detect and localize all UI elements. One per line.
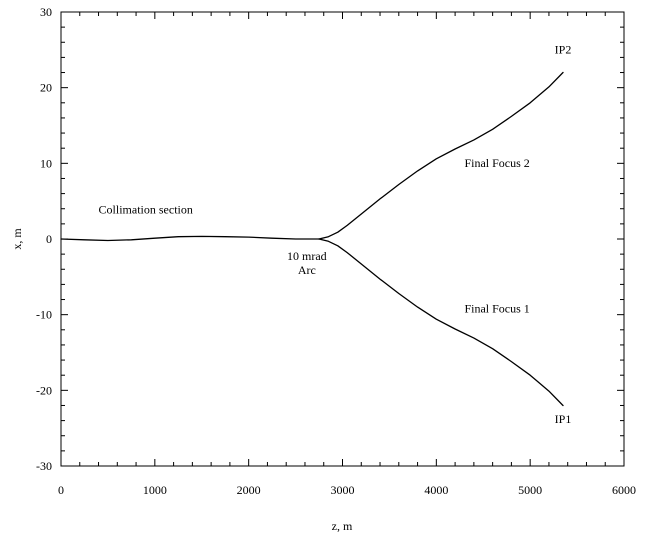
series-group: [60, 71, 564, 407]
y-tick-label: 0: [46, 232, 52, 246]
annotation-label: Arc: [298, 263, 316, 277]
x-tick-label: 0: [58, 483, 64, 497]
y-tick-label: -30: [36, 459, 52, 473]
x-tick-label: 1000: [143, 483, 167, 497]
x-tick-label: 4000: [424, 483, 448, 497]
y-tick-label: 10: [40, 156, 52, 170]
annotation-label: IP1: [555, 412, 572, 426]
y-tick-label: 30: [40, 5, 52, 19]
x-tick-label: 2000: [237, 483, 261, 497]
tick-marks: [60, 11, 625, 467]
annotation-label: 10 mrad: [287, 249, 327, 263]
y-axis-label: x, m: [10, 228, 24, 250]
annotation-label: Final Focus 1: [464, 301, 529, 315]
x-tick-label: 5000: [518, 483, 542, 497]
y-tick-label: 20: [40, 81, 52, 95]
annotation-label: Final Focus 2: [464, 156, 529, 170]
x-axis-label: z, m: [332, 519, 353, 533]
series-line-2: [318, 71, 564, 240]
series-line-1: [60, 235, 320, 242]
y-tick-label: -10: [36, 308, 52, 322]
tick-labels: 0 1000 2000 3000 4000 5000 6000 -30 -20 -10 0 10 20 3…: [36, 5, 636, 497]
annotation-label: Collimation section: [99, 202, 193, 216]
x-tick-label: 3000: [331, 483, 355, 497]
annotation-label: IP2: [555, 43, 572, 57]
y-tick-label: -20: [36, 383, 52, 397]
x-tick-label: 6000: [612, 483, 636, 497]
series-line-3: [318, 238, 564, 407]
